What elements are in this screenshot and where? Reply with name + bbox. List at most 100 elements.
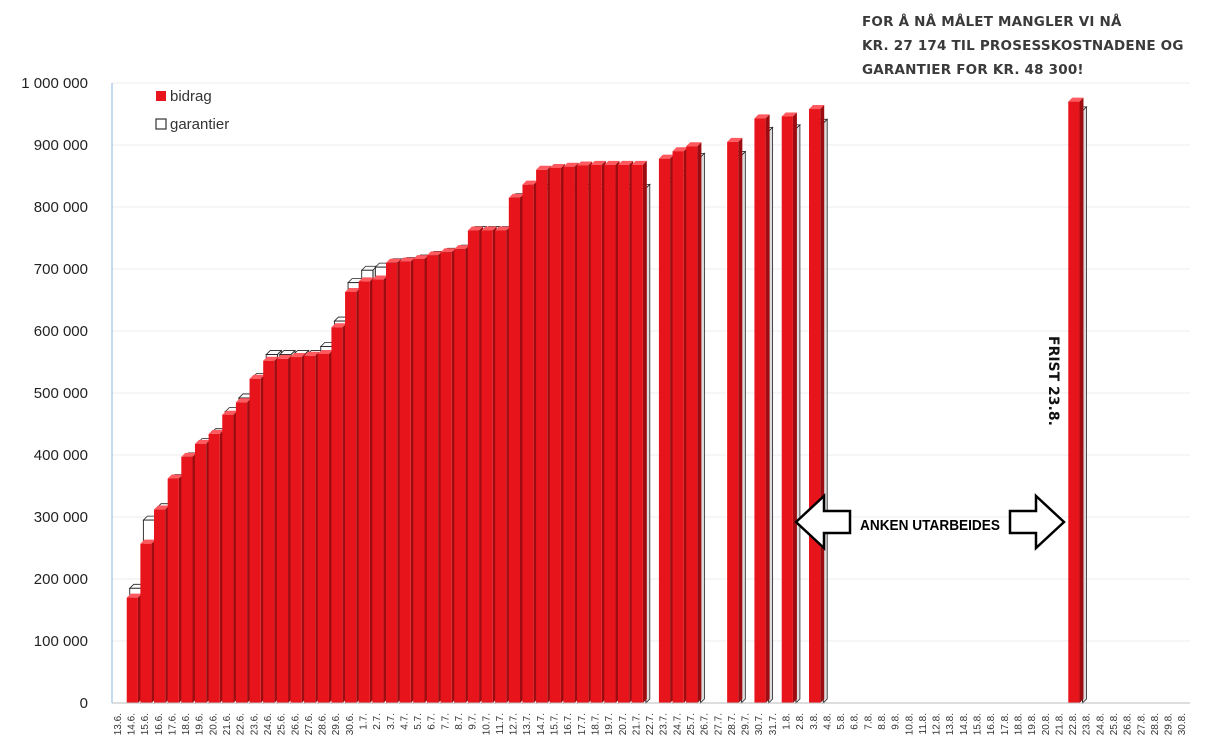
y-tick-label: 800 000 bbox=[34, 199, 88, 216]
bidrag-bar bbox=[809, 109, 821, 704]
y-tick-label: 700 000 bbox=[34, 261, 88, 278]
x-tick-label: 7.8. bbox=[863, 713, 874, 730]
y-tick-label: 900 000 bbox=[34, 137, 88, 154]
bidrag-bar bbox=[317, 353, 329, 703]
x-tick-label: 11.7. bbox=[495, 713, 506, 735]
bidrag-bar-top bbox=[781, 112, 797, 117]
x-tick-label: 27.6. bbox=[304, 713, 315, 735]
x-tick-label: 23.7. bbox=[659, 713, 670, 735]
bidrag-bar bbox=[263, 360, 275, 703]
y-tick-label: 1 000 000 bbox=[21, 75, 88, 92]
bidrag-bar-top bbox=[317, 349, 333, 354]
x-tick-label: 2.7. bbox=[372, 713, 383, 730]
bidrag-bar bbox=[249, 378, 261, 703]
bidrag-bar bbox=[181, 456, 193, 703]
x-tick-label: 26.6. bbox=[290, 713, 301, 735]
x-tick-label: 5.8. bbox=[836, 713, 847, 730]
bidrag-bar bbox=[222, 414, 234, 703]
x-tick-label: 6.7. bbox=[427, 713, 438, 730]
bidrag-bar-top bbox=[126, 593, 142, 598]
bidrag-bar-top bbox=[508, 193, 525, 198]
x-tick-label: 24.7. bbox=[672, 713, 683, 735]
goal-note-line-1: FOR Å NÅ MÅLET MANGLER VI NÅ bbox=[862, 14, 1122, 30]
x-tick-label: 30.7. bbox=[754, 713, 765, 735]
bidrag-bar bbox=[536, 169, 548, 704]
x-tick-label: 14.7. bbox=[536, 713, 547, 735]
bidrag-bar-top bbox=[222, 410, 238, 415]
x-tick-label: 15.6. bbox=[140, 713, 151, 735]
x-tick-label: 14.8. bbox=[959, 713, 970, 735]
bidrag-bar-top bbox=[386, 258, 402, 263]
x-tick-label: 19.8. bbox=[1027, 713, 1038, 735]
bidrag-bar-top bbox=[358, 277, 374, 282]
x-tick-label: 20.7. bbox=[618, 713, 629, 735]
bidrag-bar bbox=[372, 279, 384, 703]
x-tick-label: 27.7. bbox=[713, 713, 724, 735]
x-tick-label: 29.7. bbox=[741, 713, 752, 735]
bidrag-bar bbox=[290, 357, 302, 703]
bidrag-bar bbox=[126, 597, 138, 703]
x-tick-label: 9.8. bbox=[891, 713, 902, 730]
x-tick-label: 22.6. bbox=[236, 713, 247, 735]
bidrag-bar-top bbox=[167, 474, 183, 479]
bar-series bbox=[126, 97, 1088, 704]
legend-swatch-garantier bbox=[155, 118, 167, 130]
x-tick-label: 27.8. bbox=[1136, 713, 1147, 735]
bidrag-bar-top bbox=[549, 163, 565, 168]
bidrag-bar-top bbox=[577, 161, 593, 166]
bidrag-bar-top bbox=[454, 245, 470, 250]
x-axis: 13.6. 14.6. 15.6. 16.6. 17.6. 18.6. 19.6. 20.6.… bbox=[112, 702, 1190, 735]
bidrag-bar bbox=[154, 509, 166, 703]
bidrag-bar bbox=[672, 151, 684, 703]
bidrag-bar-side bbox=[738, 137, 743, 703]
legend-label-bidrag: bidrag bbox=[170, 88, 212, 105]
x-tick-label: 29.6. bbox=[331, 713, 342, 735]
bidrag-bar bbox=[686, 146, 698, 704]
y-tick-label: 600 000 bbox=[34, 323, 88, 340]
x-tick-label: 25.8. bbox=[1109, 713, 1120, 735]
x-tick-label: 3.7. bbox=[386, 713, 397, 730]
x-tick-label: 21.6. bbox=[222, 713, 233, 735]
bidrag-bar bbox=[358, 281, 370, 703]
x-tick-label: 22.7. bbox=[645, 713, 656, 735]
bidrag-bar-side bbox=[1079, 97, 1084, 704]
bidrag-bar bbox=[508, 197, 521, 703]
x-tick-label: 20.6. bbox=[208, 713, 219, 735]
bidrag-bar-top bbox=[522, 180, 538, 185]
x-tick-label: 16.6. bbox=[154, 713, 165, 735]
x-tick-label: 13.7. bbox=[522, 713, 533, 735]
bidrag-bar-side bbox=[697, 142, 702, 704]
bidrag-bar-top bbox=[754, 114, 770, 119]
bidrag-bar bbox=[235, 402, 248, 703]
goal-note-line-3: GARANTIER FOR KR. 48 300! bbox=[862, 62, 1084, 78]
bidrag-bar-top bbox=[290, 353, 306, 358]
x-tick-label: 20.8. bbox=[1041, 713, 1052, 735]
x-tick-label: 9.7. bbox=[468, 713, 479, 730]
bidrag-bar bbox=[781, 116, 793, 704]
bidrag-bar bbox=[140, 543, 152, 703]
bidrag-bar-top bbox=[495, 226, 511, 231]
bidrag-bar-top bbox=[399, 257, 415, 262]
x-tick-label: 21.8. bbox=[1054, 713, 1065, 735]
x-tick-label: 30.8. bbox=[1177, 713, 1188, 735]
y-tick-label: 500 000 bbox=[34, 385, 88, 402]
y-tick-label: 400 000 bbox=[34, 447, 88, 464]
anken-arrow-annotation: ANKEN UTARBEIDES bbox=[794, 493, 1066, 551]
x-tick-label: 4.7. bbox=[399, 713, 410, 730]
bidrag-bar-top bbox=[481, 226, 497, 231]
x-tick-label: 6.8. bbox=[850, 713, 861, 730]
x-tick-label: 24.6. bbox=[263, 713, 274, 735]
x-tick-label: 17.7. bbox=[577, 713, 588, 735]
x-tick-label: 16.7. bbox=[563, 713, 574, 735]
bidrag-bar-top bbox=[208, 429, 224, 434]
goal-note-line-2: KR. 27 174 TIL PROSESSKOSTNADENE OG bbox=[862, 38, 1184, 54]
bidrag-bar-top bbox=[617, 160, 634, 165]
bidrag-bar bbox=[331, 327, 343, 703]
bidrag-bar-side bbox=[820, 105, 825, 704]
bidrag-bar-top bbox=[345, 287, 361, 292]
bidrag-bar bbox=[481, 230, 493, 703]
x-tick-label: 10.8. bbox=[904, 713, 915, 735]
bidrag-bar bbox=[399, 261, 411, 703]
anken-utarbeides-label: ANKEN UTARBEIDES bbox=[860, 517, 1000, 534]
